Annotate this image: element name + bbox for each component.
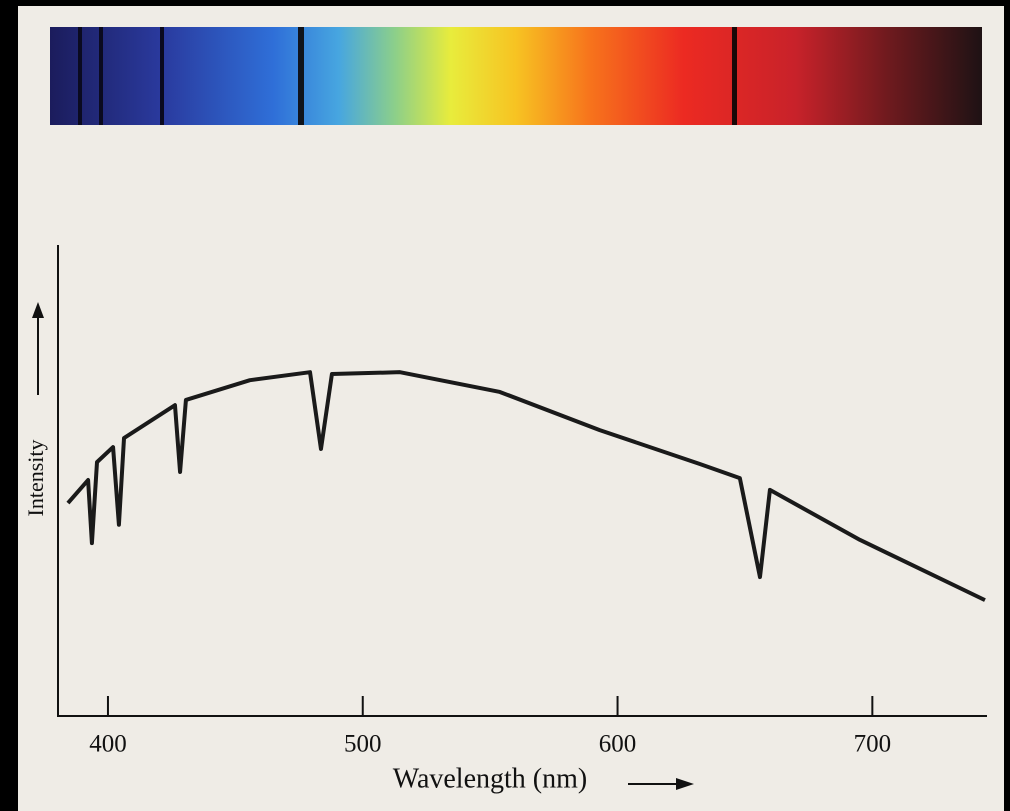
absorption-line	[78, 27, 82, 125]
x-tick-label: 500	[344, 731, 382, 758]
x-tick-label: 600	[599, 731, 637, 758]
absorption-line	[99, 27, 103, 125]
x-axis-label: Wavelength (nm)	[393, 763, 587, 794]
x-tick-label: 700	[854, 731, 892, 758]
intensity-curve	[66, 370, 986, 602]
absorption-line	[732, 27, 737, 125]
absorption-line	[298, 27, 304, 125]
spectrum-bar	[50, 27, 982, 125]
x-tick-label: 400	[89, 731, 127, 758]
page-background	[18, 6, 1004, 811]
y-arrow	[32, 302, 44, 395]
absorption-line	[160, 27, 164, 125]
y-axis-label: Intensity	[23, 440, 48, 517]
x-arrow	[628, 778, 694, 790]
spectrum	[50, 27, 982, 125]
